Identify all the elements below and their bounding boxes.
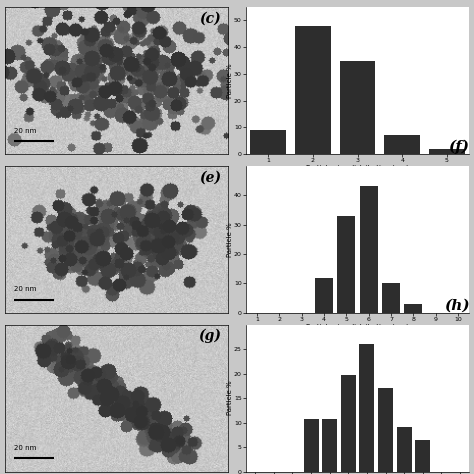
Bar [384,136,420,154]
Text: 20 nm: 20 nm [14,128,36,134]
Y-axis label: Particle %: Particle % [227,381,233,415]
Bar [340,61,375,154]
Bar [250,130,286,154]
X-axis label: Particle size distribution (nm): Particle size distribution (nm) [306,164,409,171]
Bar [315,278,333,313]
Bar [304,419,319,472]
Bar [359,344,374,472]
Bar [295,26,331,154]
Text: 20 nm: 20 nm [14,286,36,292]
Text: (h): (h) [444,299,469,313]
Bar [397,427,411,472]
Text: 20 nm: 20 nm [14,445,36,451]
Bar [341,374,356,472]
Bar [382,283,400,313]
Text: (f): (f) [448,140,469,154]
Bar [322,419,337,472]
Y-axis label: Particle %: Particle % [227,222,233,257]
X-axis label: Particle size distribution (nm): Particle size distribution (nm) [306,323,409,330]
Bar [337,216,356,313]
Bar [404,304,422,313]
Bar [378,388,393,472]
Bar [429,149,465,154]
Text: (e): (e) [199,170,221,184]
Y-axis label: Particle %: Particle % [227,64,233,98]
Bar [360,186,378,313]
Text: (c): (c) [200,11,221,26]
Bar [415,440,430,472]
Text: (g): (g) [198,329,221,344]
